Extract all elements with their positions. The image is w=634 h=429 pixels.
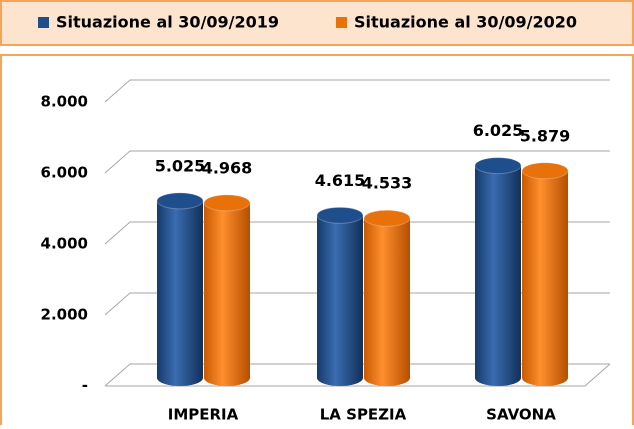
y-tick-label: 2.000 <box>41 306 88 324</box>
cylinder-top <box>363 209 411 227</box>
cylinder-top <box>474 157 522 175</box>
legend-swatch <box>336 17 347 28</box>
x-tick-label: IMPERIA <box>168 406 239 424</box>
grid-line <box>104 79 610 103</box>
data-label: 4.533 <box>362 174 413 193</box>
cylinder-top <box>521 162 569 180</box>
cylinder-top <box>316 206 364 224</box>
grid-line <box>104 221 610 245</box>
grid-line <box>104 292 610 316</box>
data-label: 6.025 <box>473 121 524 140</box>
bar <box>204 202 250 378</box>
y-tick-label: 6.000 <box>41 164 88 182</box>
cylinder-top <box>156 192 204 210</box>
legend-label: Situazione al 30/09/2020 <box>354 13 577 32</box>
bar <box>475 165 521 378</box>
data-label: 4.968 <box>202 158 253 177</box>
grid-line <box>104 150 610 174</box>
y-tick-label: 8.000 <box>41 93 88 111</box>
y-tick-label: - <box>82 377 88 395</box>
y-tick-label: 4.000 <box>41 235 88 253</box>
bar <box>157 200 203 378</box>
legend-swatch <box>38 17 49 28</box>
legend-label: Situazione al 30/09/2019 <box>56 13 279 32</box>
grid-line <box>104 363 610 387</box>
data-label: 5.025 <box>155 156 206 175</box>
legend-box <box>0 0 634 46</box>
x-tick-label: LA SPEZIA <box>320 406 407 424</box>
bar <box>522 170 568 378</box>
bar <box>317 215 363 378</box>
bar <box>364 218 410 378</box>
data-label: 4.615 <box>315 171 366 190</box>
data-label: 5.879 <box>520 126 571 145</box>
floor-edge <box>105 363 611 387</box>
x-tick-label: SAVONA <box>486 406 556 424</box>
cylinder-top <box>203 194 251 212</box>
